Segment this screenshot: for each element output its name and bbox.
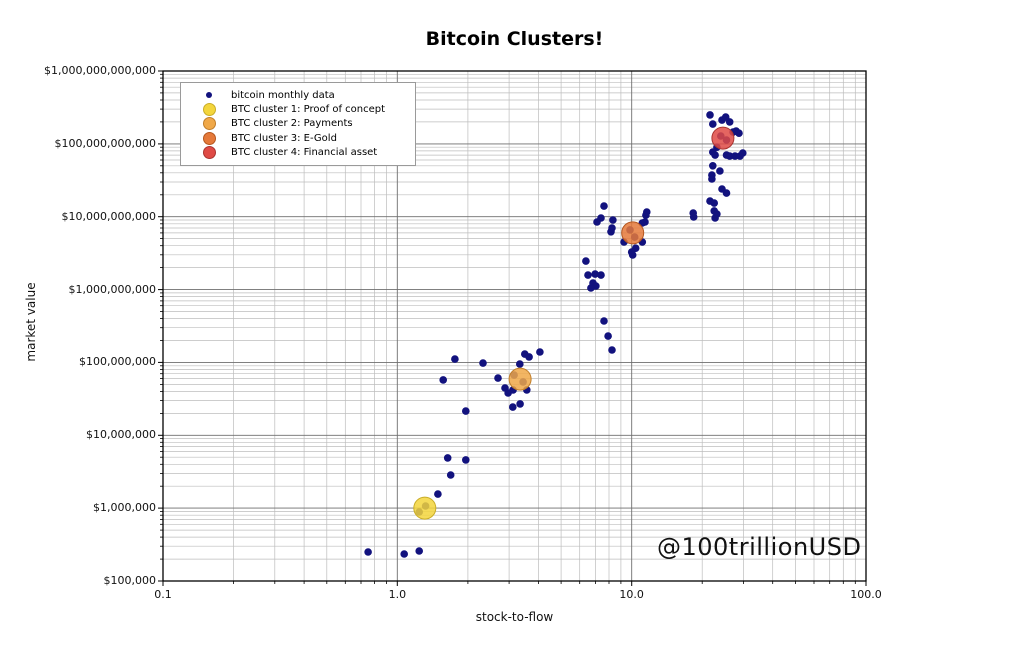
y-tick-label: $1,000,000,000 (68, 282, 156, 296)
legend-item-label: BTC cluster 4: Financial asset (231, 147, 378, 159)
legend-item-cluster-1: BTC cluster 1: Proof of concept (193, 102, 407, 117)
cluster-marker (621, 221, 645, 245)
cluster-2-circle-icon (202, 117, 216, 131)
y-tick-label: $100,000,000,000 (54, 136, 156, 150)
monthly-data-points (364, 111, 747, 558)
cluster-4-circle-icon (202, 146, 216, 160)
y-tick-label: $1,000,000 (93, 501, 156, 515)
plot-border (162, 70, 867, 582)
grid-minor (163, 71, 866, 581)
legend-item-label: BTC cluster 3: E-Gold (231, 132, 337, 144)
y-tick-label: $100,000,000 (79, 355, 156, 369)
legend-item-cluster-2: BTC cluster 2: Payments (193, 117, 407, 131)
legend-item-label: BTC cluster 2: Payments (231, 118, 353, 130)
legend-item-label: BTC cluster 1: Proof of concept (231, 104, 386, 116)
y-tick-label: $100,000 (103, 574, 157, 587)
x-tick-label: 10.0 (619, 588, 644, 601)
cluster-3-circle-icon (202, 131, 216, 145)
legend: bitcoin monthly data BTC cluster 1: Proo… (180, 82, 416, 166)
legend-item-label: bitcoin monthly data (231, 89, 335, 101)
cluster-marker (508, 367, 532, 391)
chart-title: Bitcoin Clusters! (425, 28, 604, 50)
y-tick-label: $10,000,000 (86, 428, 156, 442)
legend-marker-box (193, 146, 225, 160)
cluster-marker (413, 496, 437, 520)
x-tick-label: 100.0 (850, 588, 882, 601)
axis-ticks (158, 70, 867, 586)
monthly-data-dot-icon (206, 92, 212, 99)
cluster-1-circle-icon (202, 103, 216, 117)
legend-item-monthly-data: bitcoin monthly data (193, 88, 407, 102)
legend-marker-box (193, 92, 225, 99)
legend-item-cluster-4: BTC cluster 4: Financial asset (193, 146, 407, 160)
x-tick-label: 1.0 (388, 588, 407, 601)
y-tick-label: $1,000,000,000,000 (44, 64, 156, 77)
x-tick-label: 0.1 (154, 588, 172, 601)
y-tick-label: $10,000,000,000 (61, 209, 156, 223)
legend-marker-box (193, 131, 225, 145)
watermark: @100trillionUSD (657, 533, 862, 561)
cluster-marker (711, 126, 735, 150)
x-axis-title: stock-to-flow (475, 610, 554, 624)
legend-marker-box (193, 117, 225, 131)
legend-item-cluster-3: BTC cluster 3: E-Gold (193, 131, 407, 145)
y-axis-title: market value (24, 282, 38, 362)
legend-marker-box (193, 103, 225, 117)
